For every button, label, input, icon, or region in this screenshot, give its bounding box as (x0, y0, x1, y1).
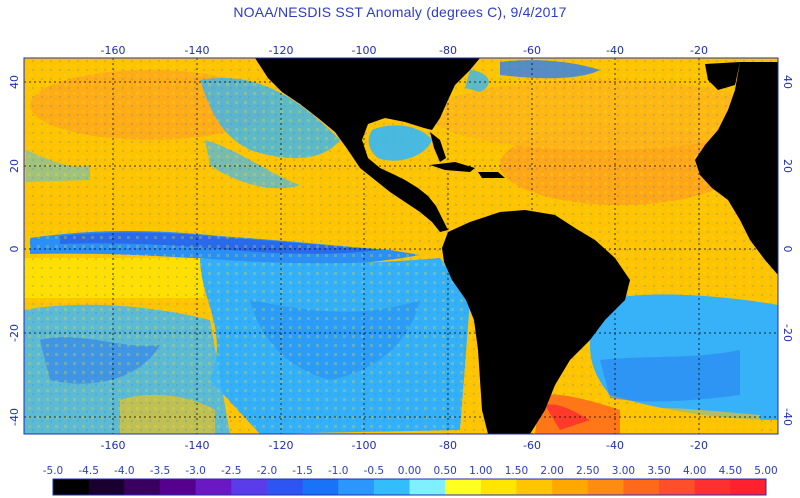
lon-ticks-bottom: -160 -140 -120 -100 -80 -60 -40 -20 (101, 439, 708, 452)
colorbar-label: 3.50 (647, 465, 670, 477)
colorbar-swatch (730, 479, 767, 495)
lon-tick-label: -140 (185, 439, 210, 452)
lon-tick-label: -80 (439, 439, 457, 452)
lon-tick-label: -60 (523, 439, 541, 452)
graticule (24, 58, 778, 434)
colorbar-swatch (552, 479, 589, 495)
colorbar-label: 0.50 (433, 465, 456, 477)
lon-tick-label: -40 (606, 439, 624, 452)
lon-tick-label: -80 (439, 44, 457, 57)
lon-tick-label: -100 (352, 439, 377, 452)
lon-tick-label: -120 (269, 439, 294, 452)
colorbar-label: -2.0 (257, 465, 278, 477)
colorbar-label: -2.5 (221, 465, 242, 477)
colorbar-swatch (694, 479, 731, 495)
ocean-anomaly-field (24, 58, 778, 434)
colorbar-label: -1.0 (328, 465, 349, 477)
colorbar-label: -0.5 (364, 465, 385, 477)
colorbar-swatch (516, 479, 553, 495)
map-frame (23, 57, 779, 435)
colorbar-swatch (409, 479, 446, 495)
colorbar-swatch (445, 479, 482, 495)
lat-tick-label: 20 (8, 159, 21, 173)
lon-tick-label: -160 (101, 44, 126, 57)
colorbar-swatch (195, 479, 232, 495)
lat-tick-label: 40 (781, 75, 794, 89)
lon-tick-label: -60 (523, 44, 541, 57)
colorbar: -5.0 -4.5 -4.0 -3.5 -3.0 -2.5 -2.0 -1.5 -1.0 -0.5… (43, 465, 778, 496)
colorbar-swatch (587, 479, 624, 495)
lat-tick-label: -20 (781, 324, 794, 342)
lon-tick-label: -100 (352, 44, 377, 57)
colorbar-label: -3.5 (150, 465, 171, 477)
lat-tick-label: 20 (781, 159, 794, 173)
colorbar-label: -4.0 (114, 465, 135, 477)
colorbar-swatch (623, 479, 660, 495)
colorbar-label: 4.50 (719, 465, 742, 477)
lat-tick-label: 40 (8, 75, 21, 89)
lon-tick-label: -20 (690, 44, 708, 57)
colorbar-label: -1.5 (292, 465, 313, 477)
colorbar-label: 0.00 (398, 465, 421, 477)
colorbar-swatch (53, 479, 90, 495)
colorbar-swatch (480, 479, 517, 495)
colorbar-label: -3.0 (185, 465, 206, 477)
colorbar-swatch (302, 479, 339, 495)
lat-tick-label: -20 (8, 324, 21, 342)
colorbar-label: 3.00 (612, 465, 635, 477)
lat-tick-label: -40 (781, 408, 794, 426)
colorbar-swatch (88, 479, 125, 495)
colorbar-label: 4.00 (683, 465, 706, 477)
colorbar-label: -5.0 (43, 465, 64, 477)
colorbar-swatch (338, 479, 375, 495)
colorbar-frame (52, 478, 767, 496)
colorbar-label: -4.5 (78, 465, 99, 477)
colorbar-swatch (266, 479, 304, 495)
lat-tick-label: 0 (8, 246, 21, 253)
colorbar-label: 1.50 (505, 465, 528, 477)
lon-ticks-top: -160 -140 -120 -100 -80 -60 -40 -20 (101, 44, 708, 57)
lon-tick-label: -20 (690, 439, 708, 452)
lat-ticks-right: 40 20 0 -20 -40 (781, 75, 794, 426)
colorbar-swatch (659, 479, 696, 495)
lon-tick-label: -140 (185, 44, 210, 57)
map-title: NOAA/NESDIS SST Anomaly (degrees C), 9/4… (233, 4, 567, 20)
colorbar-swatch (159, 479, 197, 495)
lat-tick-label: 0 (781, 246, 794, 253)
colorbar-label: 5.00 (754, 465, 777, 477)
colorbar-label: 2.50 (576, 465, 599, 477)
colorbar-swatch (231, 479, 268, 495)
colorbar-label: 1.00 (469, 465, 492, 477)
colorbar-label: 2.00 (540, 465, 563, 477)
colorbar-swatch (373, 479, 410, 495)
lat-tick-label: -40 (8, 408, 21, 426)
lat-ticks-left: 40 20 0 -20 -40 (8, 75, 21, 426)
lon-tick-label: -120 (269, 44, 294, 57)
lon-tick-label: -160 (101, 439, 126, 452)
colorbar-swatch (124, 479, 161, 495)
lon-tick-label: -40 (606, 44, 624, 57)
